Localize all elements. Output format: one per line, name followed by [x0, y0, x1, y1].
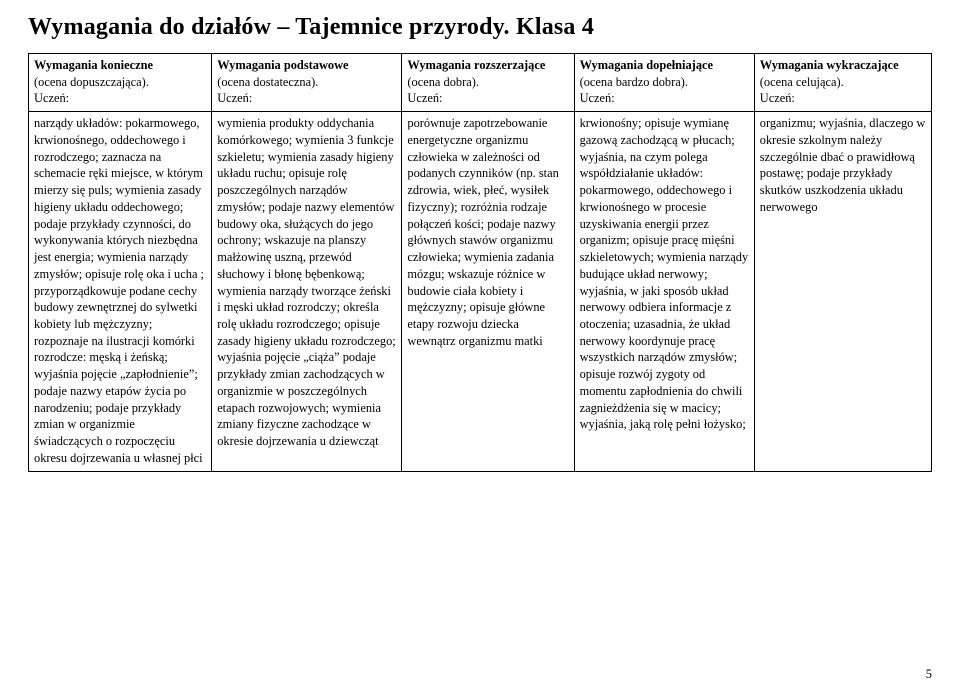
- cell-rozszerzajace: porównuje zapotrzebowanie energetyczne o…: [402, 112, 574, 471]
- column-header-grade: (ocena celująca).: [760, 75, 844, 89]
- column-header-student: Uczeń:: [34, 91, 69, 105]
- column-header-student: Uczeń:: [217, 91, 252, 105]
- column-header-student: Uczeń:: [760, 91, 795, 105]
- column-header-grade: (ocena dopuszczająca).: [34, 75, 149, 89]
- cell-dopelniajace: krwionośny; opisuje wymianę gazową zacho…: [574, 112, 754, 471]
- column-header-grade: (ocena dobra).: [407, 75, 479, 89]
- column-header-title: Wymagania podstawowe: [217, 58, 348, 72]
- page-title: Wymagania do działów – Tajemnice przyrod…: [28, 14, 932, 41]
- column-header-dopelniajace: Wymagania dopełniające (ocena bardzo dob…: [574, 54, 754, 112]
- column-header-rozszerzajace: Wymagania rozszerzające (ocena dobra). U…: [402, 54, 574, 112]
- column-header-grade: (ocena dostateczna).: [217, 75, 318, 89]
- column-header-title: Wymagania wykraczające: [760, 58, 899, 72]
- column-header-student: Uczeń:: [580, 91, 615, 105]
- table-header-row: Wymagania konieczne (ocena dopuszczająca…: [29, 54, 932, 112]
- column-header-konieczne: Wymagania konieczne (ocena dopuszczająca…: [29, 54, 212, 112]
- column-header-title: Wymagania dopełniające: [580, 58, 713, 72]
- page: Wymagania do działów – Tajemnice przyrod…: [0, 0, 960, 688]
- cell-wykraczajace: organizmu; wyjaśnia, dlaczego w okresie …: [754, 112, 931, 471]
- requirements-table: Wymagania konieczne (ocena dopuszczająca…: [28, 53, 932, 472]
- cell-podstawowe: wymienia produkty oddychania komórkowego…: [212, 112, 402, 471]
- column-header-title: Wymagania konieczne: [34, 58, 153, 72]
- column-header-student: Uczeń:: [407, 91, 442, 105]
- table-body-row: narządy układów: pokarmowego, krwionośne…: [29, 112, 932, 471]
- cell-konieczne: narządy układów: pokarmowego, krwionośne…: [29, 112, 212, 471]
- column-header-grade: (ocena bardzo dobra).: [580, 75, 688, 89]
- column-header-title: Wymagania rozszerzające: [407, 58, 545, 72]
- column-header-podstawowe: Wymagania podstawowe (ocena dostateczna)…: [212, 54, 402, 112]
- page-number: 5: [926, 667, 932, 682]
- column-header-wykraczajace: Wymagania wykraczające (ocena celująca).…: [754, 54, 931, 112]
